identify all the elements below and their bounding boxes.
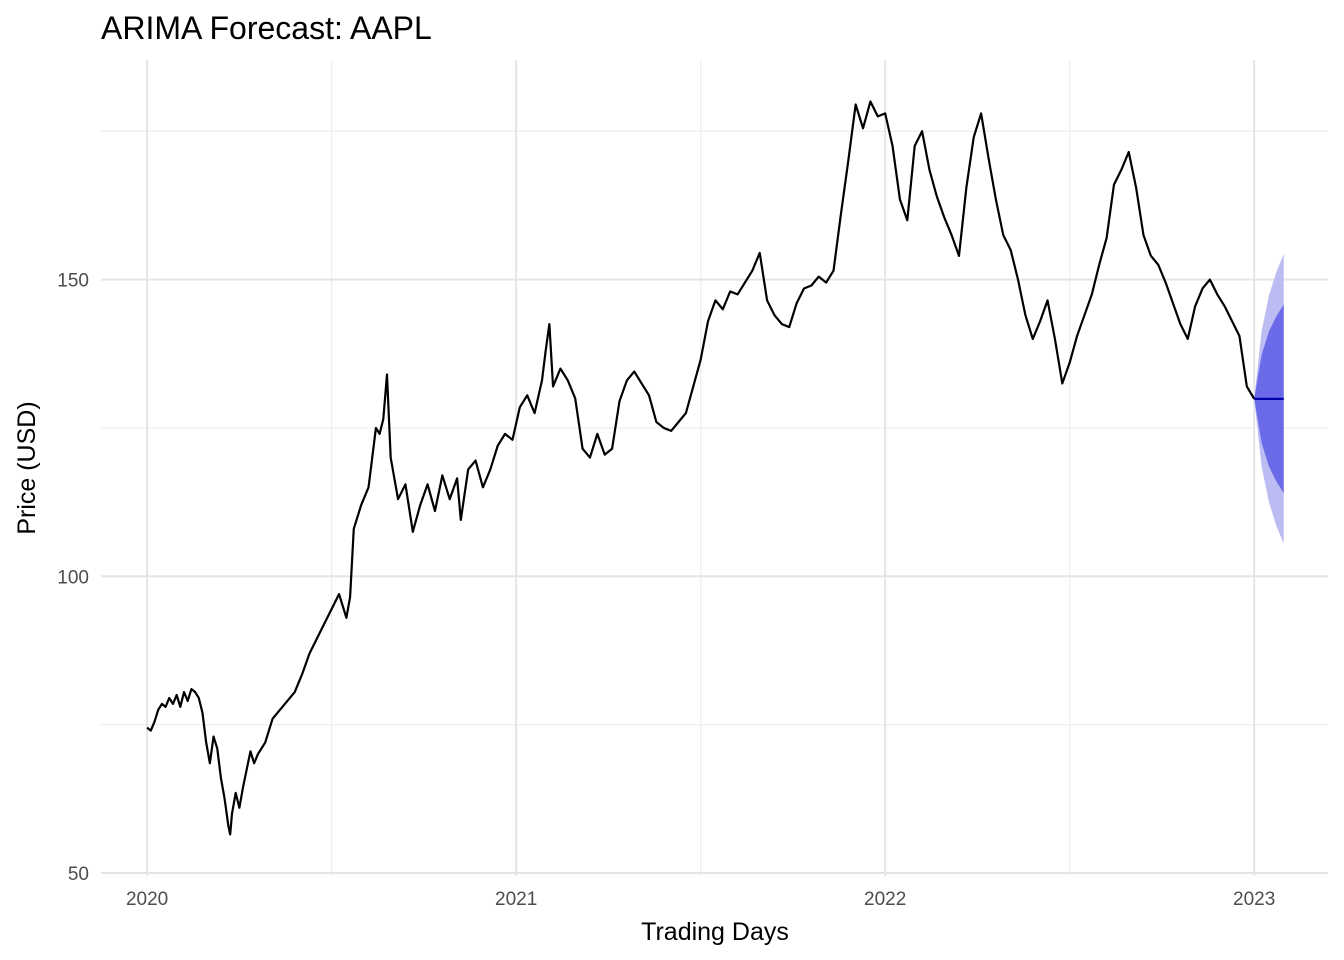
minor-gridlines <box>101 60 1328 876</box>
x-axis-title: Trading Days <box>641 918 789 946</box>
x-tick-label: 2022 <box>864 889 906 910</box>
y-tick-label: 150 <box>57 271 89 292</box>
major-gridlines <box>101 60 1328 876</box>
x-tick-label: 2023 <box>1233 889 1275 910</box>
y-tick-label: 100 <box>57 567 89 588</box>
x-tick-label: 2020 <box>126 889 168 910</box>
y-tick-labels: 50 100 150 <box>57 271 89 885</box>
y-tick-label: 50 <box>68 864 89 885</box>
x-tick-label: 2021 <box>495 889 537 910</box>
series-lines <box>146 100 1284 836</box>
y-axis-title: Price (USD) <box>13 401 41 534</box>
x-tick-labels: 2020 2021 2022 2023 <box>126 889 1275 910</box>
price-history-line <box>146 100 1256 836</box>
chart-title: ARIMA Forecast: AAPL <box>101 10 432 46</box>
